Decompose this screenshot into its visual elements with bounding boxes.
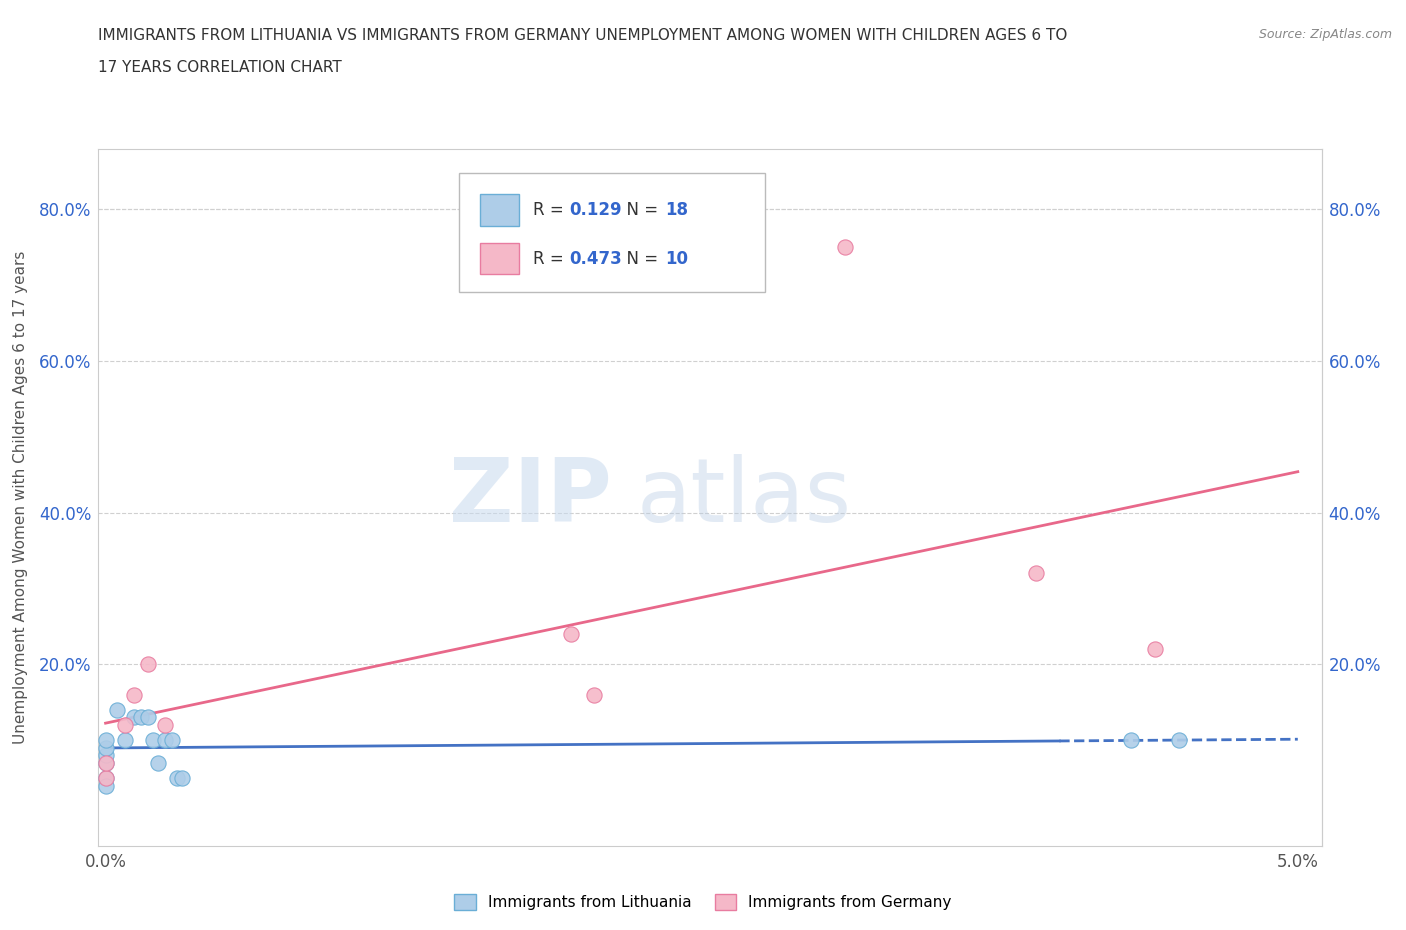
Point bbox=[94, 778, 117, 793]
Point bbox=[834, 240, 856, 255]
Text: ZIP: ZIP bbox=[450, 454, 612, 541]
Point bbox=[162, 733, 184, 748]
Legend: Immigrants from Lithuania, Immigrants from Germany: Immigrants from Lithuania, Immigrants fr… bbox=[447, 886, 959, 918]
Text: R =: R = bbox=[533, 249, 568, 268]
Point bbox=[94, 733, 117, 748]
Point bbox=[94, 771, 117, 786]
Point bbox=[583, 687, 606, 702]
Point bbox=[107, 702, 129, 717]
Point bbox=[166, 771, 188, 786]
Point bbox=[560, 627, 582, 642]
Point bbox=[114, 718, 136, 733]
Y-axis label: Unemployment Among Women with Children Ages 6 to 17 years: Unemployment Among Women with Children A… bbox=[13, 251, 28, 744]
Point bbox=[94, 755, 117, 770]
FancyBboxPatch shape bbox=[460, 173, 765, 292]
Point bbox=[1024, 566, 1046, 581]
Point bbox=[94, 771, 117, 786]
Point bbox=[1143, 642, 1166, 657]
Point bbox=[94, 755, 117, 770]
Point bbox=[94, 748, 117, 763]
Point bbox=[1167, 733, 1189, 748]
Point bbox=[153, 718, 176, 733]
Text: N =: N = bbox=[616, 201, 664, 219]
Text: 10: 10 bbox=[665, 249, 688, 268]
Point bbox=[153, 733, 176, 748]
Bar bbox=[479, 194, 519, 226]
Bar bbox=[479, 243, 519, 274]
Text: R =: R = bbox=[533, 201, 568, 219]
Text: 0.473: 0.473 bbox=[569, 249, 621, 268]
Text: 17 YEARS CORRELATION CHART: 17 YEARS CORRELATION CHART bbox=[98, 60, 342, 75]
Point bbox=[122, 710, 145, 724]
Point bbox=[1119, 733, 1142, 748]
Text: Source: ZipAtlas.com: Source: ZipAtlas.com bbox=[1258, 28, 1392, 41]
Point bbox=[131, 710, 153, 724]
Point bbox=[142, 733, 165, 748]
Point bbox=[138, 657, 160, 671]
Text: IMMIGRANTS FROM LITHUANIA VS IMMIGRANTS FROM GERMANY UNEMPLOYMENT AMONG WOMEN WI: IMMIGRANTS FROM LITHUANIA VS IMMIGRANTS … bbox=[98, 28, 1067, 43]
Point bbox=[114, 733, 136, 748]
Text: atlas: atlas bbox=[637, 454, 852, 541]
Point bbox=[122, 687, 145, 702]
Point bbox=[146, 755, 169, 770]
Point bbox=[170, 771, 193, 786]
Point bbox=[138, 710, 160, 724]
Point bbox=[94, 740, 117, 755]
Text: N =: N = bbox=[616, 249, 664, 268]
Text: 18: 18 bbox=[665, 201, 688, 219]
Text: 0.129: 0.129 bbox=[569, 201, 621, 219]
